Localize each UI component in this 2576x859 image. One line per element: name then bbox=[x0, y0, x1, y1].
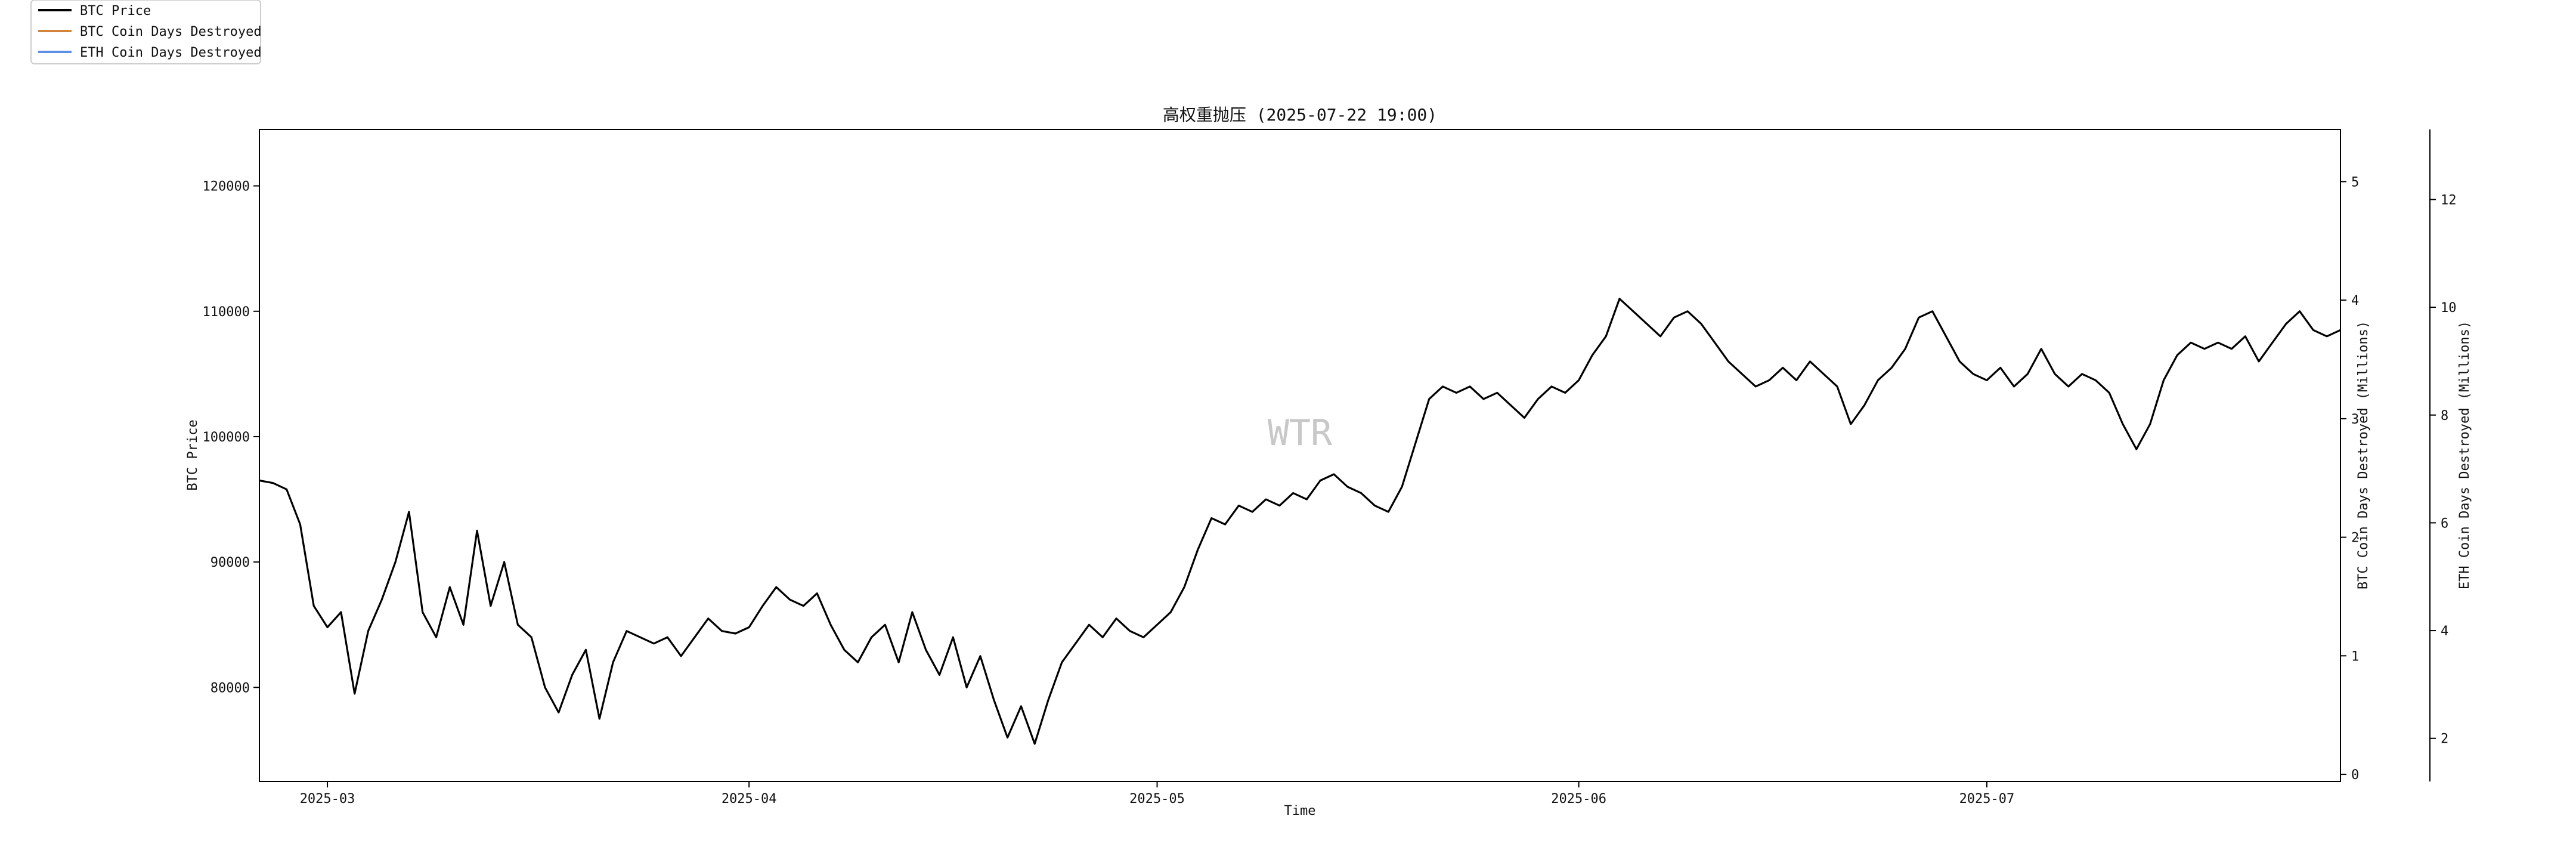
left-tick-label-2: 100000 bbox=[203, 430, 250, 445]
legend-label-btc-cdd: BTC Coin Days Destroyed bbox=[80, 24, 262, 39]
right1-tick-label-3: 3 bbox=[2351, 412, 2359, 427]
right2-tick-label-2: 6 bbox=[2441, 516, 2448, 531]
series-layer bbox=[259, 298, 2341, 745]
axis-ticks: 2025-03 2025-04 2025-05 2025-06 2025-07 80000… bbox=[203, 175, 2457, 807]
legend: BTC Price BTC Coin Days Destroyed ETH Co… bbox=[30, 0, 262, 64]
watermark: WTR bbox=[1268, 412, 1333, 454]
legend-label-eth-cdd: ETH Coin Days Destroyed bbox=[80, 45, 262, 60]
right1-tick-label-4: 4 bbox=[2351, 293, 2359, 308]
x-tick-label-3: 2025-06 bbox=[1551, 792, 1606, 807]
right2-tick-label-5: 12 bbox=[2441, 193, 2457, 208]
left-tick-label-1: 90000 bbox=[210, 555, 250, 570]
btc-cdd-axis-label: BTC Coin Days Destroyed (Millions) bbox=[2356, 321, 2371, 589]
right2-tick-label-0: 2 bbox=[2441, 732, 2448, 747]
right1-tick-label-0: 0 bbox=[2351, 768, 2359, 783]
x-tick-label-1: 2025-04 bbox=[722, 792, 777, 807]
eth-cdd-axis-label: ETH Coin Days Destroyed (Millions) bbox=[2457, 321, 2472, 589]
right2-tick-label-4: 10 bbox=[2441, 301, 2457, 316]
legend-box bbox=[30, 0, 261, 64]
x-axis-label: Time bbox=[1284, 804, 1316, 818]
x-tick-label-0: 2025-03 bbox=[300, 792, 355, 807]
right2-tick-label-1: 4 bbox=[2441, 624, 2448, 639]
left-axis-label: BTC Price bbox=[185, 419, 200, 490]
x-tick-label-2: 2025-05 bbox=[1129, 792, 1185, 807]
right1-tick-label-1: 1 bbox=[2351, 649, 2359, 664]
series-line-0 bbox=[259, 298, 2341, 745]
x-tick-label-4: 2025-07 bbox=[1959, 792, 2015, 807]
left-tick-label-4: 120000 bbox=[203, 180, 250, 194]
left-tick-label-0: 80000 bbox=[210, 681, 250, 696]
right1-tick-label-5: 5 bbox=[2351, 175, 2359, 190]
left-tick-label-3: 110000 bbox=[203, 305, 250, 320]
right1-tick-label-2: 2 bbox=[2351, 531, 2359, 546]
chart-title: 高权重抛压 (2025-07-22 19:00) bbox=[1163, 105, 1437, 125]
plot-frame bbox=[259, 129, 2341, 782]
right2-tick-label-3: 8 bbox=[2441, 409, 2448, 424]
legend-label-btc-price: BTC Price bbox=[80, 4, 151, 18]
